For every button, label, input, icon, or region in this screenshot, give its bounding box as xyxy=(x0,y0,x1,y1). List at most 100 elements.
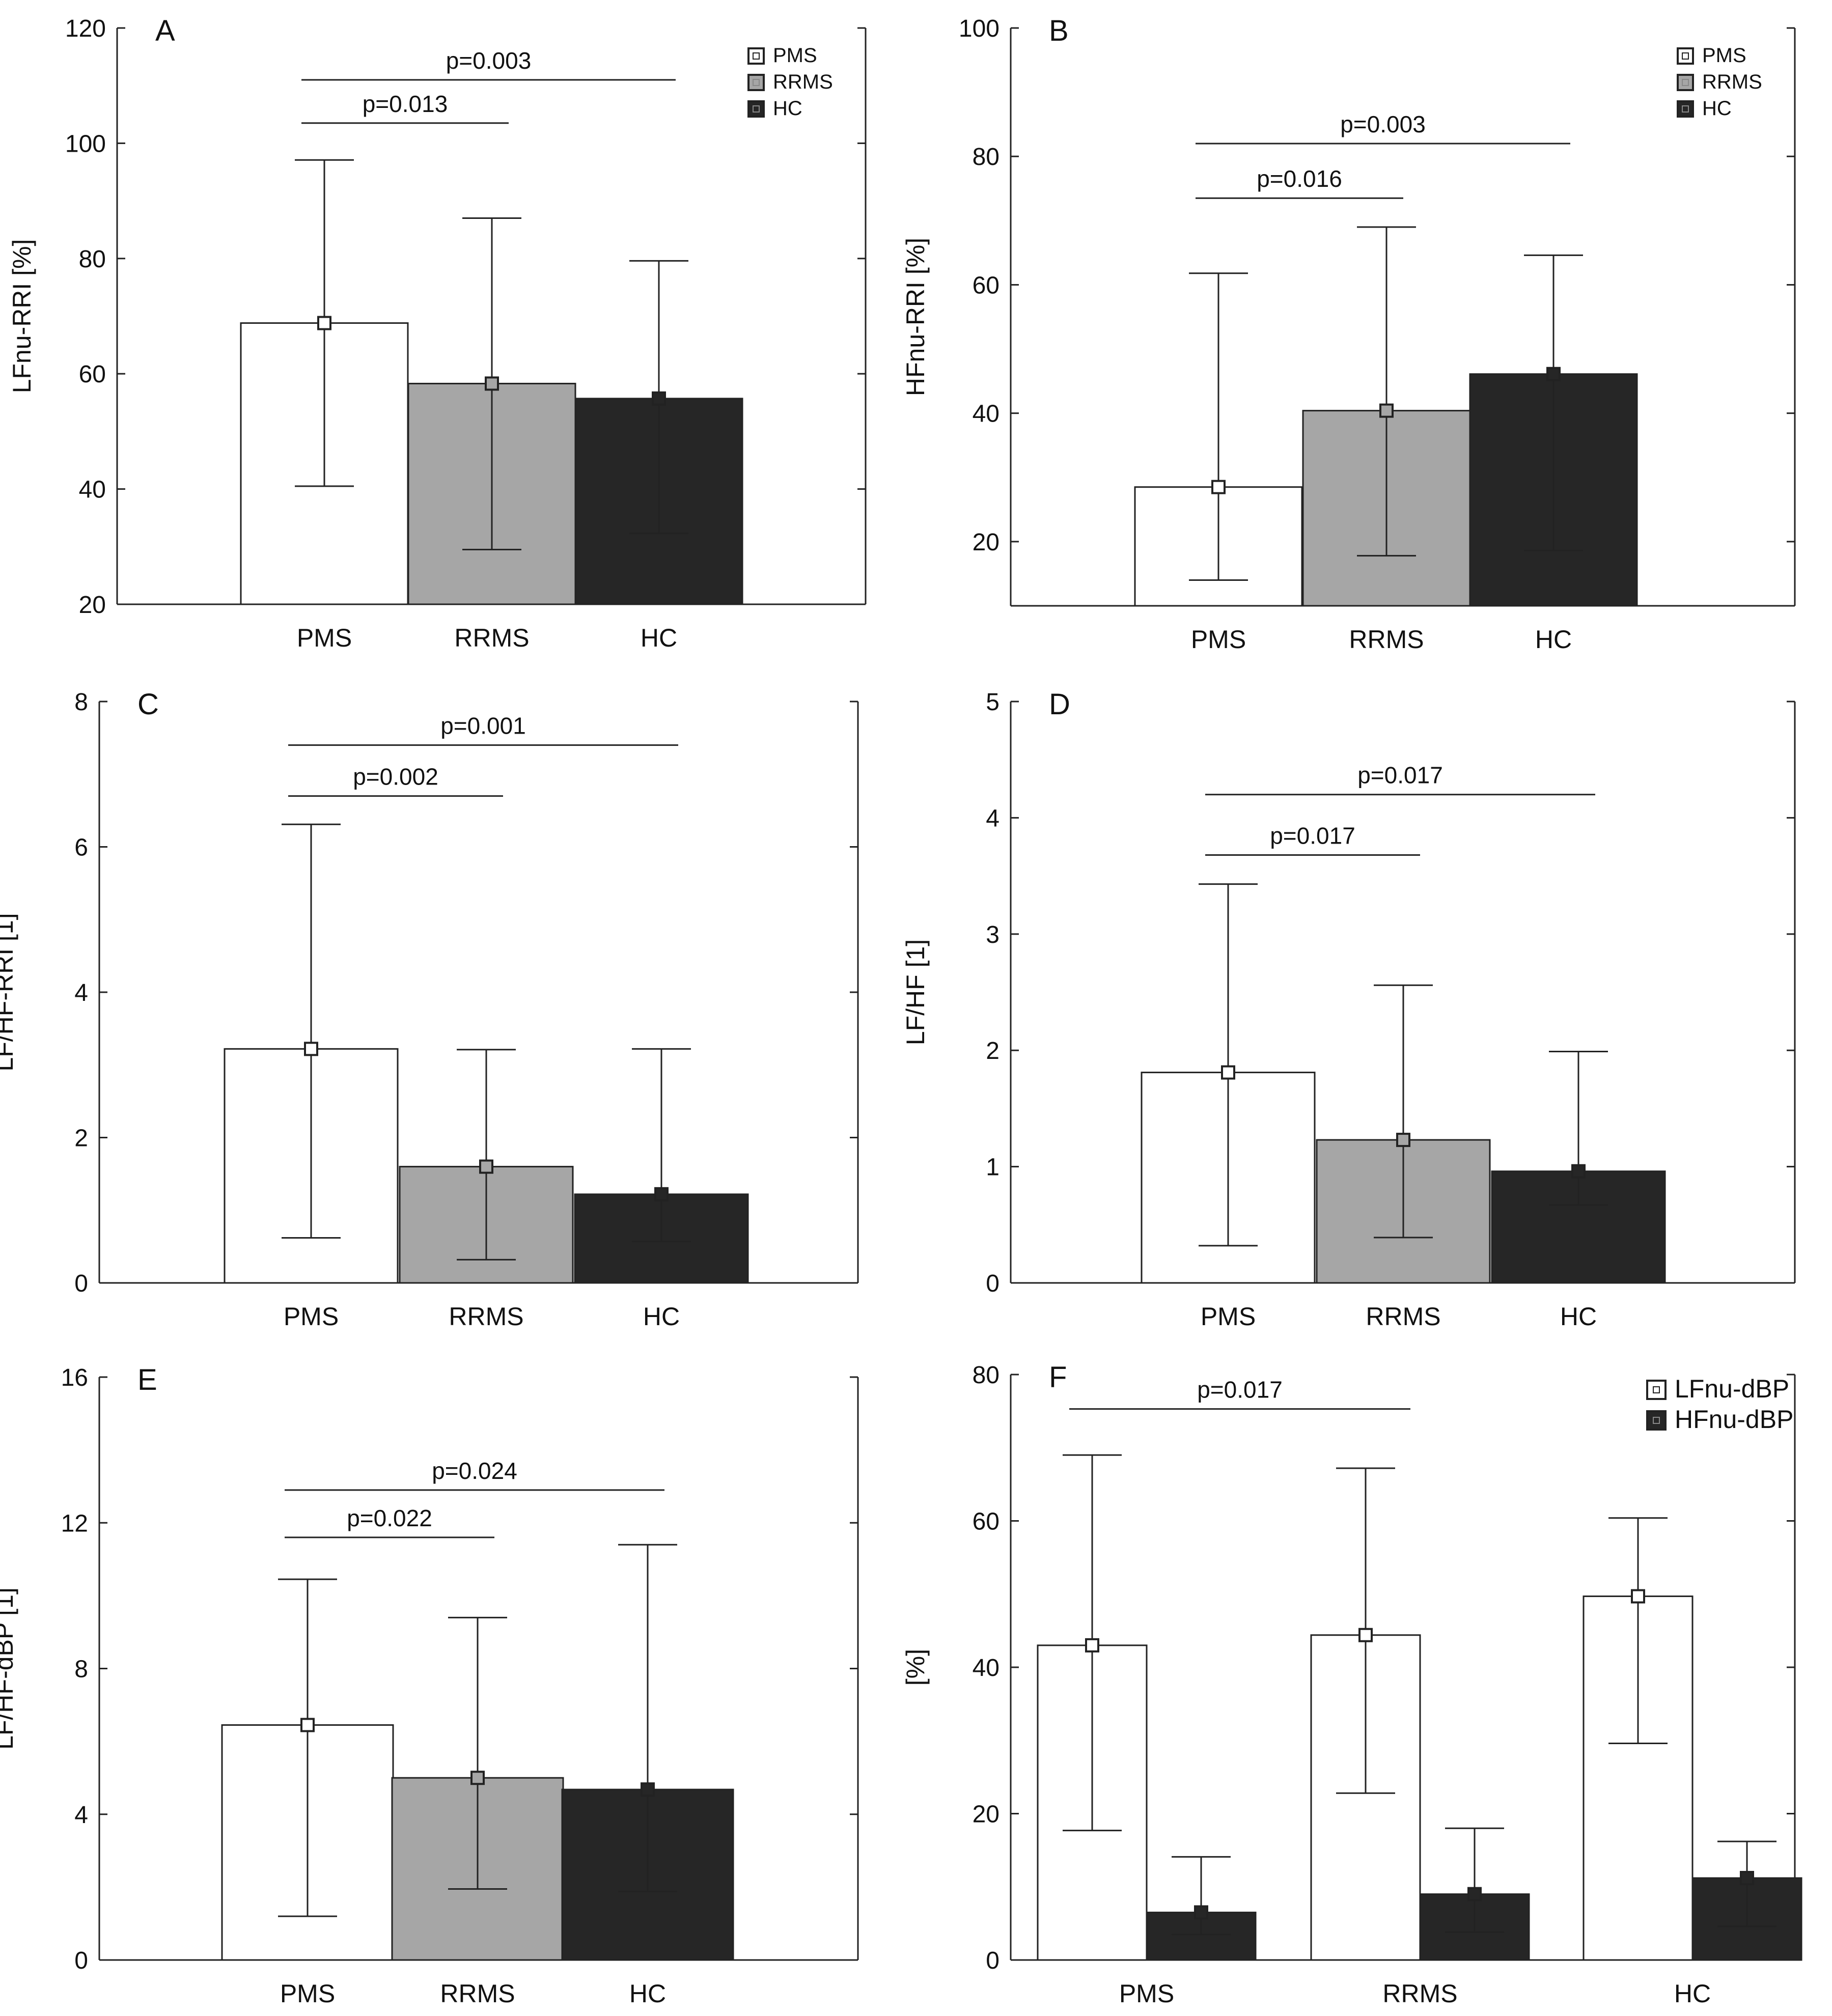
mean-marker xyxy=(304,1042,318,1056)
y-tick-label: 0 xyxy=(74,1270,88,1297)
legend-swatch xyxy=(1646,1410,1667,1431)
legend-label: LFnu-dBP xyxy=(1675,1375,1789,1403)
legend-swatch-inner xyxy=(753,79,760,86)
significance-label: p=0.003 xyxy=(1340,111,1426,137)
x-tick-label-rrms: RRMS xyxy=(454,624,529,652)
chart-panel-a: 20 40 60 80 100 120 LFnu-RRI [%] A PMS RRMS HC p=0.… xyxy=(8,14,867,652)
mean-marker xyxy=(1358,1628,1373,1642)
y-tick-label: 80 xyxy=(973,144,1000,171)
mean-marker xyxy=(652,391,666,406)
chart-panel-c: 0 2 4 6 8 LF/HF-RRI [1] C PMS RRMS HC p=0.002p=0.0… xyxy=(0,688,859,1331)
y-tick-label: 3 xyxy=(986,921,1000,948)
mean-marker xyxy=(1379,403,1394,418)
x-tick-label-rrms: RRMS xyxy=(1349,625,1424,654)
x-tick-label-rrms: RRMS xyxy=(1366,1302,1440,1331)
mean-marker xyxy=(1211,480,1226,494)
y-tick-label: 1 xyxy=(986,1154,1000,1181)
x-tick-label-pms: PMS xyxy=(280,1979,335,2008)
chart-panel-d: 0 1 2 3 4 5 LF/HF [1] D PMS RRMS HC p=0.017 p=0.017 xyxy=(901,688,1796,1331)
y-tick-label: 20 xyxy=(973,1801,1000,1828)
significance-label: p=0.003 xyxy=(446,47,532,74)
legend-swatch-inner xyxy=(753,105,760,113)
significance-label: p=0.024 xyxy=(432,1458,517,1484)
y-tick-label: 0 xyxy=(986,1270,1000,1297)
significance-label: p=0.017 xyxy=(1357,762,1443,789)
y-tick-label: 0 xyxy=(986,1947,1000,1974)
legend-label: RRMS xyxy=(773,71,833,93)
panel-letter: C xyxy=(137,688,159,721)
legend-label: PMS xyxy=(773,44,817,67)
y-tick-label: 12 xyxy=(61,1510,88,1537)
legend-label: RRMS xyxy=(1702,71,1762,93)
significance-label: p=0.013 xyxy=(363,91,448,117)
y-tick-label: 8 xyxy=(74,1656,88,1683)
y-tick-label: 0 xyxy=(74,1947,88,1974)
legend-swatch-inner xyxy=(1653,1386,1660,1393)
mean-marker xyxy=(1546,367,1561,381)
x-tick-label-hc: HC xyxy=(1535,625,1572,654)
legend-swatch-inner xyxy=(753,52,760,60)
legend-label: HC xyxy=(773,97,802,120)
y-tick-label: 100 xyxy=(65,130,106,157)
x-tick-label-rrms: RRMS xyxy=(440,1979,515,2008)
y-axis-label: LF/HF-dBP [1] xyxy=(0,1587,18,1750)
legend-swatch xyxy=(1677,100,1694,118)
chart-panel-b: 20 40 60 80 100 HFnu-RRI [%] B PMS RRMS HC p=0.016… xyxy=(901,14,1796,654)
y-tick-label: 40 xyxy=(973,401,1000,428)
legend-label: PMS xyxy=(1702,44,1746,67)
y-tick-label: 20 xyxy=(973,529,1000,556)
y-tick-label: 40 xyxy=(79,477,106,503)
x-tick-label-hc: HC xyxy=(1674,1979,1711,2008)
mean-marker xyxy=(1631,1589,1645,1604)
mean-marker xyxy=(1085,1638,1099,1653)
y-tick-label: 4 xyxy=(74,1802,88,1829)
significance-label: p=0.001 xyxy=(440,713,526,739)
y-tick-label: 8 xyxy=(74,689,88,716)
x-tick-label-pms: PMS xyxy=(1201,1302,1256,1331)
legend-swatch-inner xyxy=(1682,52,1689,60)
x-tick-label-hc: HC xyxy=(643,1302,680,1331)
x-tick-label-hc: HC xyxy=(1560,1302,1597,1331)
y-tick-label: 5 xyxy=(986,689,1000,716)
mean-marker xyxy=(300,1718,315,1732)
mean-marker xyxy=(485,376,499,391)
y-axis-label: LFnu-RRI [%] xyxy=(8,239,36,394)
legend-label: HC xyxy=(1702,97,1732,120)
y-tick-label: 60 xyxy=(973,272,1000,299)
mean-marker xyxy=(470,1771,485,1785)
legend-swatch xyxy=(747,100,765,118)
mean-marker xyxy=(1396,1133,1410,1147)
mean-marker xyxy=(1194,1905,1208,1920)
x-tick-label-pms: PMS xyxy=(1191,625,1246,654)
y-tick-label: 60 xyxy=(973,1508,1000,1535)
legend-swatch-inner xyxy=(1682,105,1689,113)
y-axis-label: LF/HF [1] xyxy=(901,939,930,1045)
x-tick-label-hc: HC xyxy=(629,1979,666,2008)
x-tick-label-hc: HC xyxy=(641,624,677,652)
legend-swatch xyxy=(1677,74,1694,91)
y-tick-label: 80 xyxy=(973,1362,1000,1389)
y-tick-label: 16 xyxy=(61,1364,88,1391)
mean-marker xyxy=(1467,1887,1482,1901)
y-tick-label: 2 xyxy=(986,1038,1000,1065)
y-tick-label: 40 xyxy=(973,1655,1000,1682)
legend-swatch-inner xyxy=(1653,1417,1660,1424)
panel-letter: E xyxy=(137,1363,157,1396)
x-tick-label-pms: PMS xyxy=(1119,1979,1174,2008)
legend-label: HFnu-dBP xyxy=(1675,1405,1793,1434)
chart-panel-f: 0 20 40 60 80 [%] F PMS RRMS HC p=0.017 LFnu-dBPHFn… xyxy=(901,1361,1802,2008)
y-axis-label: HFnu-RRI [%] xyxy=(901,238,930,396)
mean-marker xyxy=(1740,1871,1754,1885)
significance-label: p=0.002 xyxy=(353,764,438,790)
y-axis-label: LF/HF-RRI [1] xyxy=(0,913,18,1071)
mean-marker xyxy=(479,1159,493,1174)
y-tick-label: 6 xyxy=(74,834,88,861)
significance-label: p=0.017 xyxy=(1270,822,1355,849)
y-tick-label: 60 xyxy=(79,361,106,388)
panel-letter: A xyxy=(155,14,175,47)
significance-label: p=0.016 xyxy=(1257,165,1342,192)
y-axis-label: [%] xyxy=(901,1649,930,1686)
legend-swatch xyxy=(747,47,765,65)
mean-marker xyxy=(1221,1065,1235,1080)
